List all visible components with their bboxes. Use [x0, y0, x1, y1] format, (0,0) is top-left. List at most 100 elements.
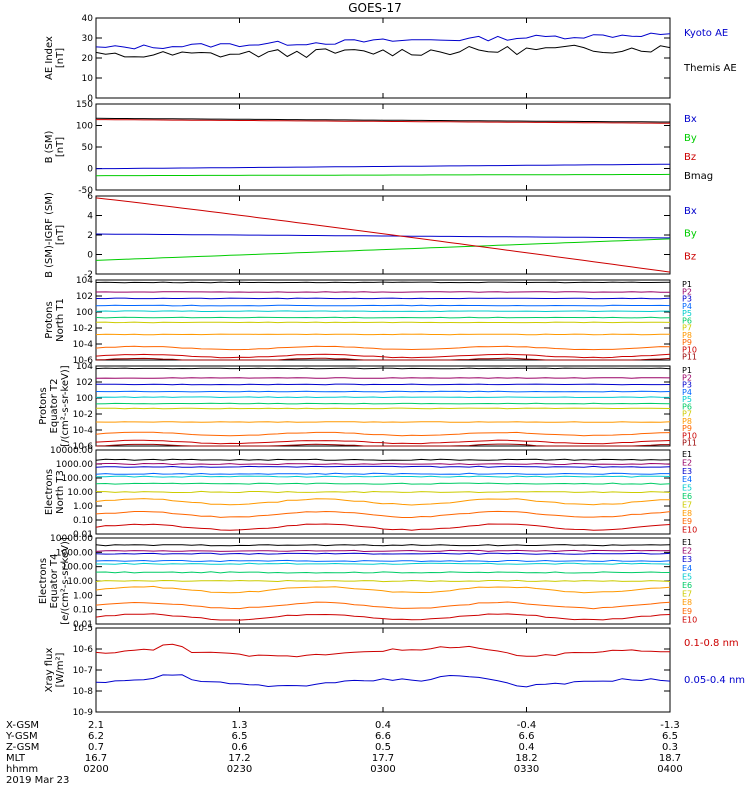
y-tick-label: 104 [76, 362, 93, 372]
axis-value: 18.2 [515, 753, 537, 764]
legend-label: P9 [682, 338, 692, 347]
axis-value: 1.3 [232, 720, 248, 731]
series-line [95, 238, 671, 261]
series-line [95, 396, 671, 399]
legend-label: P8 [682, 331, 692, 340]
legend-label: Bx [684, 206, 697, 217]
date-label: 2019 Mar 23 [6, 775, 69, 786]
y-tick-label: 10.00 [67, 488, 93, 498]
legend-label: E2 [682, 458, 692, 467]
axis-value: 0.3 [662, 742, 678, 753]
y-axis-label: North T1 [55, 298, 66, 342]
axis-value: -1.3 [660, 720, 680, 731]
y-tick-label: 100.00 [62, 563, 94, 573]
legend-label: E3 [682, 555, 692, 564]
axis-value: 0230 [227, 764, 252, 775]
axis-value: 0300 [370, 764, 395, 775]
y-tick-label: 0 [87, 251, 93, 261]
legend-label: E2 [682, 547, 692, 556]
y-tick-label: 102 [76, 292, 93, 302]
y-axis-label: Protons [44, 301, 55, 338]
series-line [95, 559, 671, 563]
y-axis-label: Equator T4 [49, 554, 60, 609]
legend-label: P1 [682, 280, 692, 289]
series-line [95, 613, 671, 621]
series-line [95, 390, 671, 393]
y-axis-label: North T3 [55, 470, 66, 514]
series-line [95, 498, 670, 506]
series-line [95, 367, 671, 370]
y-axis-label: [W/m²] [55, 652, 66, 687]
axis-row-label: Z-GSM [6, 742, 39, 753]
legend-label: Bmag [684, 171, 713, 182]
y-tick-label: 10-6 [73, 442, 94, 452]
series-line [95, 544, 671, 547]
series-line [95, 510, 671, 518]
axis-row-label: MLT [6, 753, 26, 764]
axis-value: 0.6 [232, 742, 248, 753]
series-line [95, 32, 671, 50]
series-line [96, 119, 670, 124]
legend-label: P4 [682, 302, 692, 311]
axis-value: 6.6 [375, 731, 391, 742]
series-line [95, 643, 670, 658]
series-line [95, 549, 671, 553]
legend-label: P11 [682, 439, 697, 448]
series-line [95, 421, 671, 423]
y-tick-label: 0.10 [73, 606, 93, 616]
legend-label: Bz [684, 251, 696, 262]
series-line [96, 407, 671, 410]
y-tick-label: 1000.00 [56, 460, 93, 470]
series-line [95, 163, 671, 170]
series-line [95, 552, 671, 555]
y-tick-label: 0.01 [73, 620, 93, 630]
legend-label: E6 [682, 581, 692, 590]
legend-label: 0.1-0.8 nm [684, 638, 739, 649]
y-axis-label: Electrons [38, 558, 49, 604]
legend-label: 0.05-0.4 nm [684, 675, 745, 686]
series-line [95, 674, 671, 688]
axis-value: 0200 [83, 764, 108, 775]
legend-label: E7 [682, 500, 692, 509]
y-tick-label: 0 [87, 94, 93, 104]
y-tick-label: 10000.00 [50, 446, 93, 456]
panel-frame [95, 103, 671, 191]
legend-label: E1 [682, 450, 692, 459]
y-tick-label: 6 [87, 192, 93, 202]
panel-electrons_eq: Electrons Equator T4 [e/(cm²-s-sr-keV)]0.0… [38, 534, 697, 630]
y-tick-label: 104 [76, 276, 93, 286]
y-axis-label: B (SM)-IGRF (SM) [44, 192, 55, 278]
y-tick-label: 10-8 [73, 687, 94, 697]
panel-frame [95, 17, 671, 99]
series-line [95, 173, 671, 177]
legend-label: P6 [682, 316, 692, 325]
y-tick-label: 10-2 [73, 324, 93, 334]
y-tick-label: 1.00 [73, 591, 93, 601]
y-tick-label: 100.00 [62, 474, 94, 484]
legend-label: E9 [682, 607, 692, 616]
series-line [95, 431, 671, 437]
axis-value: 0.4 [375, 720, 391, 731]
axis-row-label: X-GSM [6, 720, 39, 731]
axis-value: 17.2 [228, 753, 250, 764]
legend-label: P2 [682, 287, 692, 296]
legend-label: E5 [682, 572, 692, 581]
y-tick-label: 1.00 [73, 502, 93, 512]
y-tick-label: 40 [82, 14, 94, 24]
legend-label: P9 [682, 424, 692, 433]
y-tick-label: 10 [82, 74, 94, 84]
y-tick-label: 30 [82, 34, 94, 44]
series-line [95, 353, 671, 359]
series-line [96, 562, 671, 565]
legend-label: E3 [682, 467, 692, 476]
y-tick-label: 10-4 [73, 426, 94, 436]
y-tick-label: 102 [76, 378, 93, 388]
series-line [95, 357, 671, 361]
axis-value: 0.4 [519, 742, 535, 753]
y-tick-label: 20 [82, 54, 94, 64]
legend-label: E4 [682, 475, 692, 484]
series-line [95, 117, 670, 123]
y-tick-label: 10-7 [73, 666, 93, 676]
legend-label: P2 [682, 373, 692, 382]
series-line [95, 333, 670, 336]
